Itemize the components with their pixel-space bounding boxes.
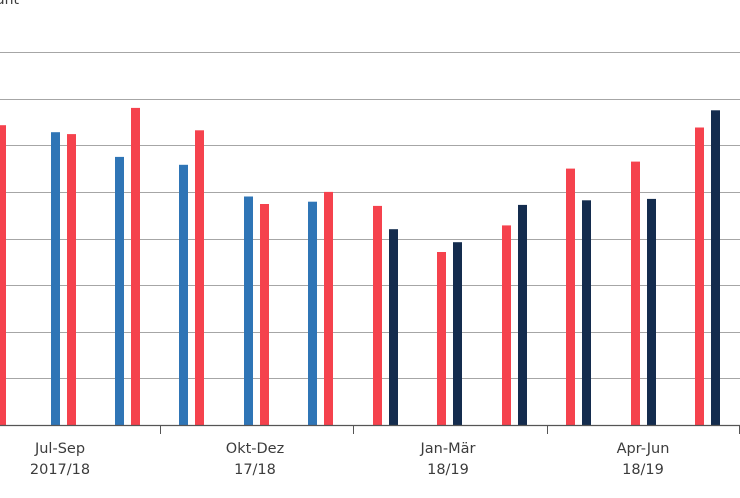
category-label-line1: Apr-Jun xyxy=(617,441,670,457)
bar-red xyxy=(260,204,269,425)
category-label-line2: 18/19 xyxy=(622,462,664,478)
bar-red xyxy=(502,225,511,425)
bar-navy xyxy=(453,242,462,425)
x-axis-labels: Jul-Sep 2017/18 Okt-Dez 17/18 Jan-Mär 18/19 Ap… xyxy=(30,441,670,478)
bar-navy xyxy=(389,229,398,425)
bar-red xyxy=(437,252,446,425)
bar-red xyxy=(0,125,6,425)
bar-blue xyxy=(308,201,317,425)
y-unit-label: ant xyxy=(0,0,19,8)
category-label-line2: 18/19 xyxy=(427,462,469,478)
bar-navy xyxy=(582,200,591,425)
bar-red xyxy=(695,127,704,425)
bar-red xyxy=(631,161,640,425)
bar-blue xyxy=(179,164,188,426)
bar-navy xyxy=(647,198,656,425)
category-label-line1: Jan-Mär xyxy=(420,441,476,457)
category-label-line2: 17/18 xyxy=(234,462,276,478)
category-label-line2: 2017/18 xyxy=(30,462,90,478)
gridlines xyxy=(0,52,740,379)
bar-blue xyxy=(244,196,253,425)
bar-red xyxy=(67,134,76,425)
category-label-line1: Jul-Sep xyxy=(34,441,85,457)
bar-red xyxy=(324,191,333,425)
bar-blue xyxy=(51,132,60,425)
bars xyxy=(0,107,720,426)
category-label-line1: Okt-Dez xyxy=(226,441,284,457)
bar-navy xyxy=(518,204,527,425)
x-axis-ticks xyxy=(160,425,740,434)
bar-red xyxy=(195,130,204,426)
bar-red xyxy=(566,168,575,425)
bar-red xyxy=(373,205,382,425)
bar-blue xyxy=(115,156,124,425)
bar-navy xyxy=(711,110,720,426)
bar-red xyxy=(131,107,140,426)
